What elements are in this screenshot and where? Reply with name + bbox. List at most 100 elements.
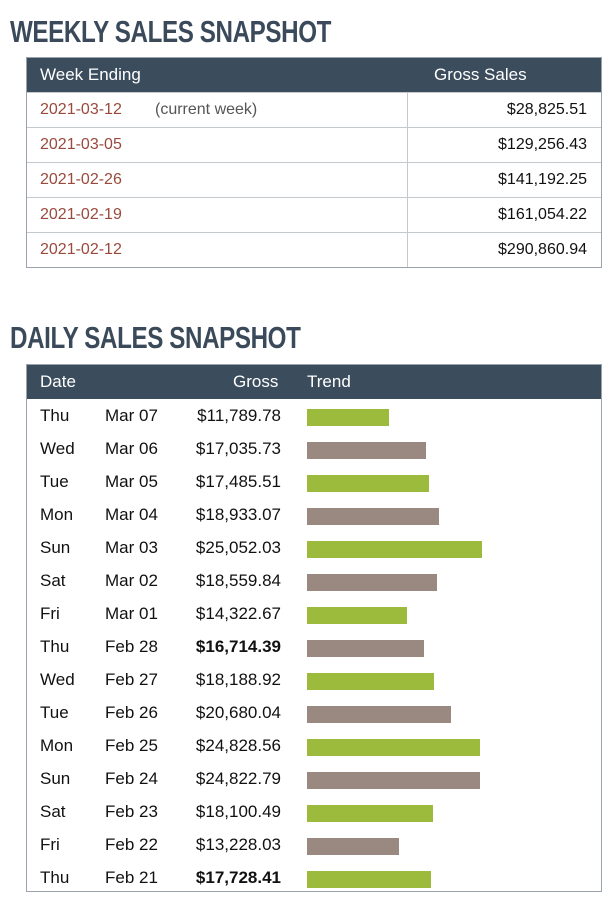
day-of-week: Fri — [40, 835, 60, 854]
day-date: Mar 01 — [105, 604, 158, 623]
day-gross: $25,052.03 — [195, 538, 281, 557]
day-gross: $24,828.56 — [195, 736, 281, 755]
day-of-week: Mon — [40, 505, 74, 524]
header-week-ending: Week Ending — [40, 65, 141, 84]
day-gross: $17,485.51 — [195, 472, 281, 491]
trend-bar — [307, 739, 480, 756]
week-gross-sales: $129,256.43 — [407, 128, 601, 162]
daily-row: Sat Feb 23 $18,100.49 — [27, 795, 601, 828]
day-date: Feb 21 — [105, 868, 158, 887]
daily-row: Tue Feb 26 $20,680.04 — [27, 696, 601, 729]
day-date: Mar 06 — [105, 439, 158, 458]
day-of-week: Wed — [40, 670, 75, 689]
day-date: Feb 25 — [105, 736, 158, 755]
day-of-week: Mon — [40, 736, 74, 755]
trend-bar — [307, 706, 451, 723]
trend-bar — [307, 805, 433, 822]
daily-row: Thu Feb 28 $16,714.39 — [27, 630, 601, 663]
day-gross: $14,322.67 — [195, 604, 281, 623]
weekly-row: 2021-02-26 $141,192.25 — [27, 162, 601, 197]
day-gross: $18,188.92 — [195, 670, 281, 689]
trend-bar — [307, 574, 437, 591]
day-gross: $11,789.78 — [197, 406, 281, 425]
day-of-week: Sat — [40, 802, 66, 821]
day-of-week: Sun — [40, 538, 71, 557]
day-gross: $18,933.07 — [195, 505, 281, 524]
daily-row: Wed Feb 27 $18,188.92 — [27, 663, 601, 696]
day-of-week: Fri — [40, 604, 60, 623]
weekly-row: 2021-02-19 $161,054.22 — [27, 197, 601, 232]
day-of-week: Thu — [40, 868, 70, 887]
day-gross: $24,822.79 — [195, 769, 281, 788]
day-date: Mar 02 — [105, 571, 158, 590]
day-date: Feb 24 — [105, 769, 158, 788]
week-gross-sales: $141,192.25 — [407, 163, 601, 197]
day-gross: $13,228.03 — [195, 835, 281, 854]
day-date: Mar 05 — [105, 472, 158, 491]
day-date: Mar 07 — [105, 406, 158, 425]
day-of-week: Wed — [40, 439, 75, 458]
day-of-week: Sun — [40, 769, 71, 788]
day-gross: $17,035.73 — [195, 439, 281, 458]
daily-row: Wed Mar 06 $17,035.73 — [27, 432, 601, 465]
daily-row: Fri Feb 22 $13,228.03 — [27, 828, 601, 861]
daily-row: Thu Mar 07 $11,789.78 — [27, 399, 601, 432]
day-date: Mar 03 — [105, 538, 158, 557]
weekly-row: 2021-03-12 (current week) $28,825.51 — [27, 92, 601, 127]
day-of-week: Tue — [40, 703, 69, 722]
header-trend: Trend — [307, 372, 351, 391]
day-of-week: Tue — [40, 472, 69, 491]
trend-bar — [307, 772, 480, 789]
weekly-row: 2021-02-12 $290,860.94 — [27, 232, 601, 267]
week-gross-sales: $161,054.22 — [407, 198, 601, 232]
week-gross-sales: $28,825.51 — [407, 93, 601, 127]
weekly-table-header: Week Ending Gross Sales — [27, 58, 601, 92]
week-ending-date: 2021-02-26 — [40, 171, 122, 188]
day-gross: $18,559.84 — [195, 571, 281, 590]
header-gross-sales: Gross Sales — [434, 65, 527, 84]
daily-row: Fri Mar 01 $14,322.67 — [27, 597, 601, 630]
header-gross: Gross — [233, 372, 279, 391]
weekly-sales-table: Week Ending Gross Sales 2021-03-12 (curre… — [26, 57, 602, 268]
day-date: Mar 04 — [105, 505, 158, 524]
daily-table-header: Date Gross Trend — [27, 365, 601, 399]
trend-bar — [307, 607, 407, 624]
day-of-week: Sat — [40, 571, 66, 590]
week-ending-date: 2021-03-12 — [40, 101, 122, 118]
week-ending-date: 2021-03-05 — [40, 136, 122, 153]
week-ending-date: 2021-02-19 — [40, 206, 122, 223]
day-gross: $18,100.49 — [195, 802, 281, 821]
daily-row: Tue Mar 05 $17,485.51 — [27, 465, 601, 498]
daily-row: Mon Mar 04 $18,933.07 — [27, 498, 601, 531]
trend-bar — [307, 871, 431, 888]
day-date: Feb 22 — [105, 835, 158, 854]
daily-row: Mon Feb 25 $24,828.56 — [27, 729, 601, 762]
trend-bar — [307, 838, 399, 855]
day-gross: $16,714.39 — [195, 637, 281, 656]
day-date: Feb 26 — [105, 703, 158, 722]
trend-bar — [307, 673, 434, 690]
trend-bar — [307, 541, 482, 558]
day-of-week: Thu — [40, 637, 70, 656]
trend-bar — [307, 409, 389, 426]
trend-bar — [307, 640, 424, 657]
trend-bar — [307, 475, 429, 492]
weekly-sales-title: WEEKLY SALES SNAPSHOT — [10, 14, 331, 49]
header-date: Date — [40, 372, 76, 391]
day-date: Feb 28 — [105, 637, 158, 656]
daily-row: Sun Feb 24 $24,822.79 — [27, 762, 601, 795]
daily-row: Thu Feb 21 $17,728.41 — [27, 861, 601, 894]
daily-row: Sat Mar 02 $18,559.84 — [27, 564, 601, 597]
day-gross: $17,728.41 — [195, 868, 281, 887]
day-gross: $20,680.04 — [195, 703, 281, 722]
daily-sales-table: Date Gross Trend Thu Mar 07 $11,789.78 Wed M… — [26, 364, 602, 892]
week-note: (current week) — [155, 101, 258, 118]
trend-bar — [307, 442, 426, 459]
day-of-week: Thu — [40, 406, 70, 425]
day-date: Feb 23 — [105, 802, 158, 821]
daily-sales-title: DAILY SALES SNAPSHOT — [10, 320, 301, 355]
daily-row: Sun Mar 03 $25,052.03 — [27, 531, 601, 564]
trend-bar — [307, 508, 439, 525]
weekly-row: 2021-03-05 $129,256.43 — [27, 127, 601, 162]
week-gross-sales: $290,860.94 — [407, 233, 601, 267]
